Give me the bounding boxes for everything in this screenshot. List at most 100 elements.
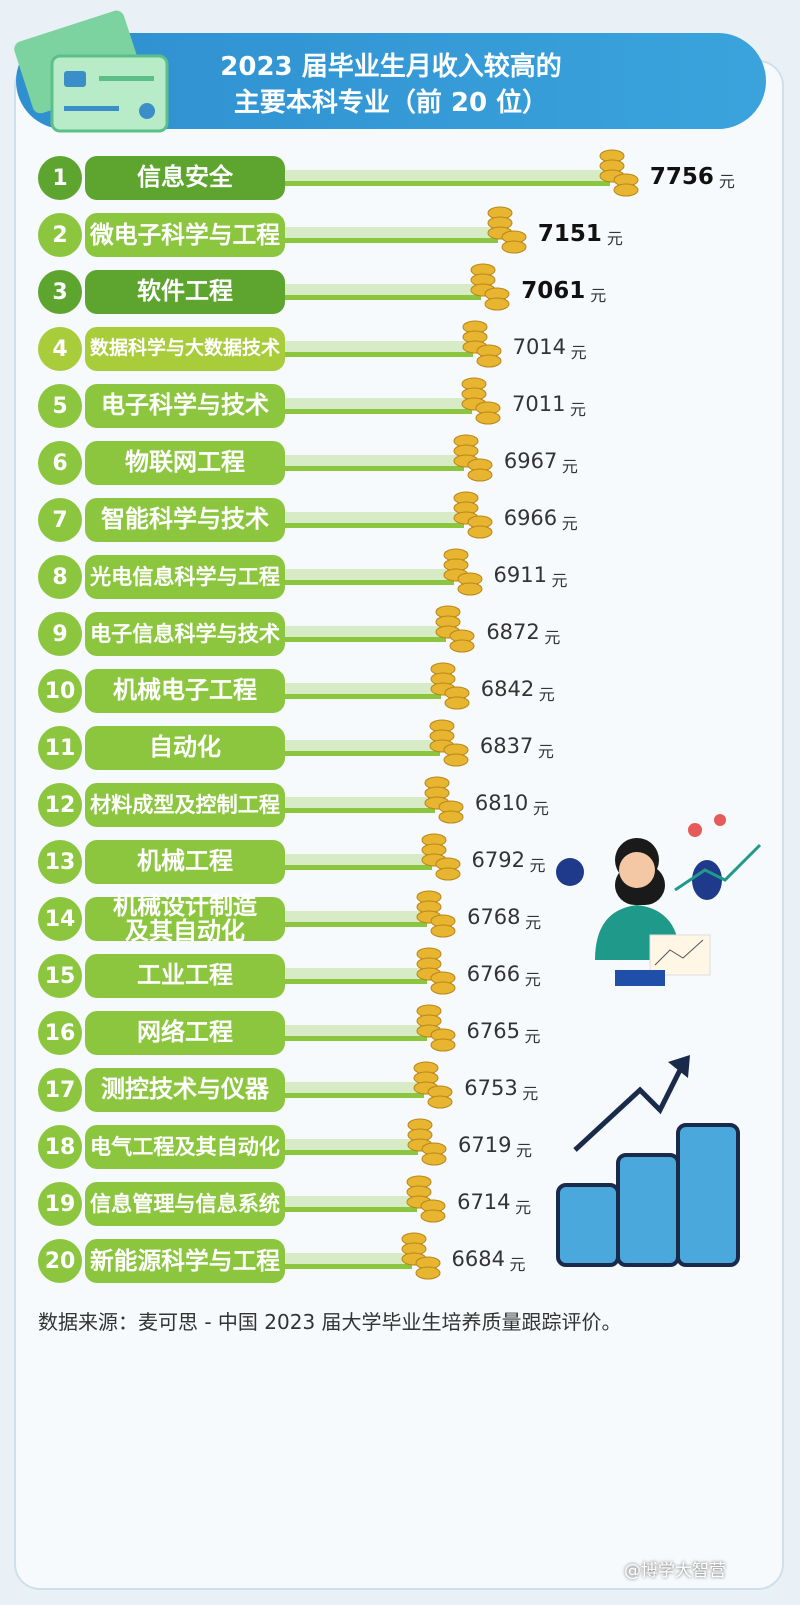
bar [285,398,473,414]
rank-badge: 1 [38,156,82,200]
unit-label: 元 [516,1141,533,1160]
bar [285,1025,427,1041]
rank-badge: 20 [38,1239,82,1283]
unit-label: 元 [537,742,554,761]
credit: @博学大智营 [624,1561,726,1581]
value-label: 6719 [458,1133,512,1157]
unit-label: 元 [561,457,578,476]
person-illustration [556,814,762,986]
rank-badge: 14 [38,897,82,941]
coin-icon [443,548,483,596]
value-label: 6714 [457,1190,511,1214]
unit-label: 元 [525,913,542,932]
rank-badge: 5 [38,384,82,428]
bar [285,740,440,756]
major-label: 网络工程 [85,1011,285,1055]
bar [285,455,464,471]
value-label: 7011 [512,392,566,416]
coin-icon [599,149,639,197]
unit-label: 元 [509,1255,526,1274]
rank-badge: 15 [38,954,82,998]
rank-badge: 13 [38,840,82,884]
bar [285,1196,418,1212]
unit-label: 元 [606,229,623,248]
major-label: 微电子科学与工程 [85,213,285,257]
major-label: 测控技术与仪器 [85,1068,285,1112]
bar [285,569,454,585]
rank-badge: 11 [38,726,82,770]
value-label: 6792 [471,848,525,872]
major-label: 机械设计制造 及其自动化 [85,893,285,944]
coin-icon [461,377,501,425]
value-label: 7014 [512,335,567,359]
unit-label: 元 [718,172,735,191]
coin-icon [407,1118,447,1166]
coin-icon [413,1061,453,1109]
coin-icon [416,947,456,995]
major-label: 机械工程 [85,840,285,884]
coin-icon [453,491,493,539]
unit-label: 元 [551,571,568,590]
unit-label: 元 [522,1084,539,1103]
value-label: 6684 [451,1247,505,1271]
value-label: 6765 [466,1019,520,1043]
bar [285,1139,418,1155]
bar [285,512,464,528]
coin-icon [406,1175,446,1223]
major-label: 机械电子工程 [85,669,285,713]
rank-badge: 19 [38,1182,82,1226]
unit-label: 元 [538,685,555,704]
value-label: 6967 [503,449,558,473]
title-line: 主要本科专业（前 20 位） [233,88,549,118]
bar [285,911,428,927]
coin-icon [424,776,464,824]
unit-label: 元 [524,1027,541,1046]
major-label: 信息管理与信息系统 [85,1182,285,1226]
value-label: 6768 [467,905,521,929]
rank-badge: 8 [38,555,82,599]
bar [285,1253,412,1269]
major-label: 数据科学与大数据技术 [85,327,285,371]
major-label: 物联网工程 [85,441,285,485]
coin-icon [416,1004,456,1052]
rank-badge: 9 [38,612,82,656]
rank-badge: 2 [38,213,82,257]
rank-badge: 6 [38,441,82,485]
source-note: 数据来源：麦可思 - 中国 2023 届大学毕业生培养质量跟踪评价。 [38,1310,622,1334]
bar [285,968,427,984]
coin-icon [453,434,493,482]
bar [285,797,435,813]
coin-icon [435,605,475,653]
coin-icon [487,206,527,254]
unit-label: 元 [561,514,578,533]
coin-stack-illustration [556,1055,740,1267]
value-label: 7061 [521,278,586,304]
title-line: 2023 届毕业生月收入较高的 [220,52,562,82]
bar [285,854,432,870]
rank-badge: 12 [38,783,82,827]
value-label: 6911 [493,563,547,587]
major-label: 电气工程及其自动化 [85,1125,285,1169]
major-label: 智能科学与技术 [85,498,285,542]
coin-icon [421,833,461,881]
unit-label: 元 [570,343,587,362]
rank-badge: 3 [38,270,82,314]
value-label: 7756 [649,164,714,190]
major-label: 工业工程 [85,954,285,998]
bar [285,284,482,300]
bar [285,1082,425,1098]
value-label: 6766 [466,962,521,986]
rank-badge: 4 [38,327,82,371]
bar [285,341,473,357]
rank-badge: 18 [38,1125,82,1169]
major-label: 材料成型及控制工程 [85,783,285,827]
value-label: 7151 [537,221,602,247]
bar [285,683,441,699]
major-label: 电子科学与技术 [85,384,285,428]
bar [285,626,447,642]
coin-icon [430,662,470,710]
rank-badge: 7 [38,498,82,542]
coin-icon [401,1232,441,1280]
major-label: 光电信息科学与工程 [85,555,285,599]
